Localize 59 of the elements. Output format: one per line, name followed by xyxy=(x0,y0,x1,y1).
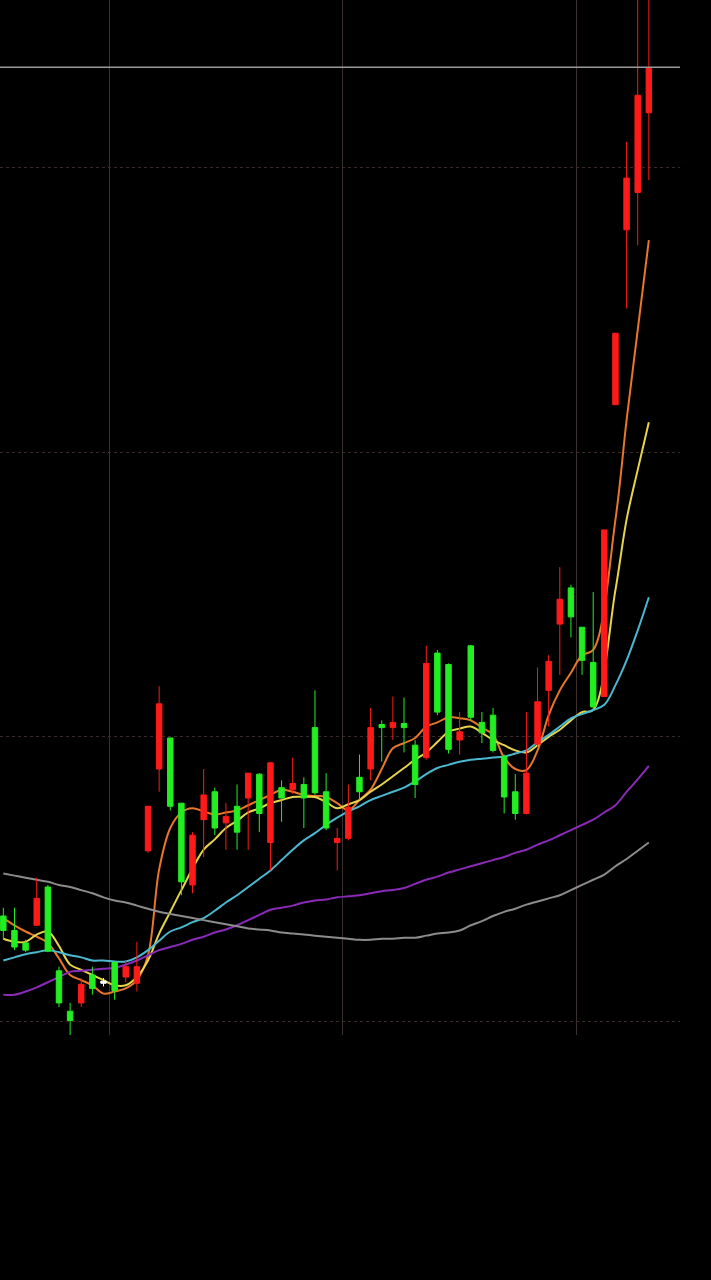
candlestick xyxy=(144,805,152,854)
candlestick xyxy=(545,654,552,728)
candlestick xyxy=(556,566,564,676)
candlestick xyxy=(66,1002,74,1035)
candlestick xyxy=(0,907,7,941)
candlestick xyxy=(278,779,285,823)
candlestick xyxy=(55,966,63,1008)
candlestick xyxy=(167,737,174,811)
candlestick xyxy=(345,784,352,841)
candlestick xyxy=(22,939,29,953)
candlestick xyxy=(445,662,452,754)
candlestick xyxy=(11,907,18,951)
candlestick xyxy=(567,584,575,639)
candlestick xyxy=(411,739,419,799)
candlestick xyxy=(478,711,486,744)
candlestick xyxy=(222,802,230,851)
candlestick xyxy=(645,0,653,181)
candlestick xyxy=(333,827,341,871)
candlestick xyxy=(623,141,630,309)
candlestick xyxy=(467,644,474,721)
candlestick xyxy=(512,773,519,821)
candlestick xyxy=(434,649,441,716)
candlestick xyxy=(100,977,107,987)
candlestick xyxy=(578,626,586,676)
candlestick xyxy=(311,689,319,796)
candlestick xyxy=(289,757,296,795)
candlestick xyxy=(178,802,185,896)
candlestick xyxy=(601,529,608,698)
candlestick xyxy=(244,772,252,851)
candlestick xyxy=(267,762,274,871)
candlestick xyxy=(589,591,597,710)
candlestick xyxy=(612,332,619,406)
candlestick xyxy=(456,711,463,756)
candlestick xyxy=(300,776,308,829)
candlestick xyxy=(122,959,129,983)
candlestick xyxy=(400,697,408,753)
candlestick xyxy=(534,667,541,747)
candlestick xyxy=(111,961,118,1001)
candlestick xyxy=(78,977,85,1008)
candlestick xyxy=(256,772,263,833)
candlestick xyxy=(356,754,363,801)
candlestick xyxy=(44,884,52,953)
candlestick xyxy=(33,877,40,926)
candlestick xyxy=(155,685,163,793)
candlestick xyxy=(500,754,508,815)
candlestick xyxy=(233,784,241,851)
candlestick xyxy=(423,645,430,761)
candlestick xyxy=(389,696,397,741)
candlestick xyxy=(200,768,207,858)
candlestick xyxy=(489,707,497,753)
candlestick xyxy=(634,0,641,246)
candlestick xyxy=(211,787,219,836)
candlestick xyxy=(322,772,330,831)
candlestick xyxy=(367,707,374,781)
candlestick xyxy=(133,941,141,993)
candlestick xyxy=(523,711,530,816)
candlestick xyxy=(189,831,196,894)
candlestick xyxy=(378,719,385,763)
candlestick xyxy=(89,966,96,996)
